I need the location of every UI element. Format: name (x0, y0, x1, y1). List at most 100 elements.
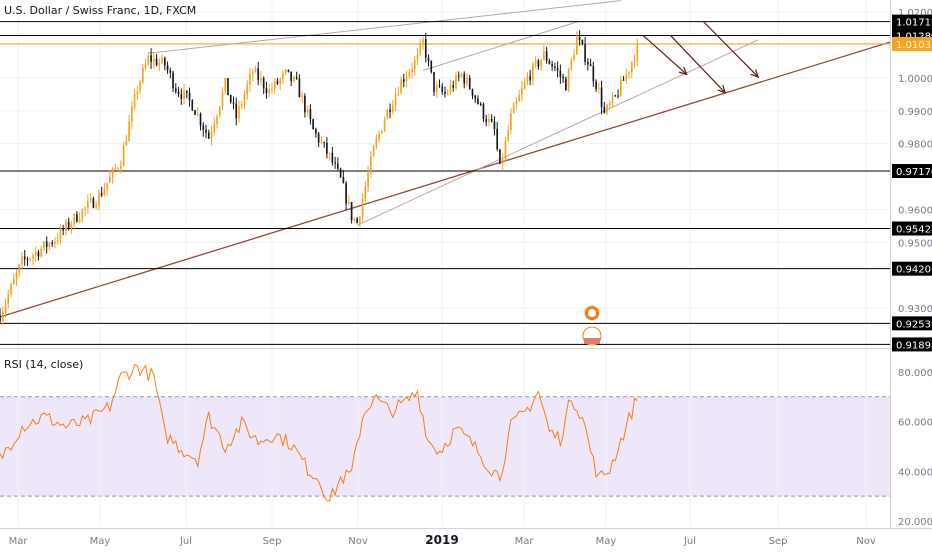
candle-body (67, 221, 70, 228)
candle-body (177, 91, 180, 95)
candle (356, 216, 358, 224)
candle (419, 38, 422, 57)
candle (1, 306, 4, 326)
candle (622, 75, 625, 81)
candle (386, 108, 389, 120)
candle-body (581, 39, 584, 45)
candle-body (43, 241, 45, 249)
arrow-shaft (642, 34, 688, 75)
candle-body (320, 142, 323, 144)
candle (257, 62, 260, 86)
candle-body (21, 256, 23, 265)
candle (166, 61, 169, 74)
candle-body (529, 76, 531, 81)
candle (246, 79, 249, 100)
candle (287, 69, 290, 73)
candle (128, 115, 130, 142)
candle-body (419, 43, 422, 55)
candle-body (433, 71, 435, 92)
y-tick-label: 0.93000 (898, 304, 932, 315)
candle (196, 106, 199, 117)
candle (441, 82, 444, 95)
candle (482, 102, 485, 123)
candle-body (293, 76, 295, 81)
candle-body (416, 54, 419, 60)
candle-body (65, 221, 67, 231)
candle (633, 54, 636, 68)
candle-body (598, 87, 600, 90)
candle-body (185, 90, 188, 93)
dividend-flag-icon (582, 326, 602, 346)
candle (202, 122, 205, 137)
level-label-5: 0.92539 (892, 316, 932, 331)
candle (103, 182, 106, 197)
candle-body (142, 67, 144, 82)
candle (306, 105, 309, 117)
candle-body (166, 65, 169, 71)
candle-body (221, 91, 224, 107)
candle (161, 54, 163, 64)
candle-body (224, 78, 227, 92)
candle-body (625, 74, 628, 81)
candle (521, 81, 523, 102)
candle-body (0, 314, 1, 322)
candle (153, 52, 155, 69)
candle-body (334, 162, 336, 164)
candle-body (507, 130, 510, 141)
trend-line-support-1 (356, 39, 759, 226)
candle (26, 256, 29, 267)
candle-body (150, 55, 152, 62)
candle-body (271, 89, 273, 91)
level-label-bg (892, 337, 932, 352)
candle (76, 211, 78, 223)
candle (23, 249, 26, 266)
candle (490, 114, 493, 123)
candle-body (562, 76, 564, 79)
candle (537, 58, 540, 70)
candle (298, 74, 301, 98)
candle-body (356, 218, 358, 223)
candle (427, 54, 430, 67)
candle (293, 75, 295, 83)
level-label-text: 0.91898 (896, 340, 932, 351)
candle (394, 88, 397, 112)
candle (345, 181, 347, 211)
candle-body (342, 177, 345, 184)
candle (562, 73, 564, 84)
candle-body (73, 213, 75, 225)
candle (218, 105, 221, 118)
candle-body (551, 63, 553, 67)
candle-body (279, 78, 282, 84)
candle-body (592, 66, 595, 82)
candle-body (532, 64, 534, 81)
candle-body (468, 77, 471, 90)
candle-body (273, 80, 276, 90)
candle-body (361, 198, 364, 217)
candle (408, 68, 411, 80)
level-label-bg (892, 316, 932, 331)
candle (353, 217, 356, 223)
candle-body (45, 241, 48, 247)
candle (172, 70, 174, 93)
candle-body (622, 79, 625, 81)
candle (199, 112, 202, 131)
candle (493, 116, 496, 136)
candle (265, 81, 268, 99)
candle-body (510, 113, 512, 131)
candle (15, 269, 18, 286)
x-tick-label: May (596, 536, 617, 547)
candle-body (312, 119, 314, 130)
candle (106, 182, 108, 196)
rsi-title: RSI (14, close) (4, 358, 84, 371)
trend-line-support-0 (0, 41, 890, 318)
candle-body (400, 79, 402, 94)
candle-body (251, 72, 254, 74)
candle (389, 103, 391, 119)
candle (301, 91, 303, 103)
candle-body (584, 44, 586, 62)
candle (397, 86, 400, 97)
candle-body (460, 73, 463, 77)
candle-body (125, 141, 128, 146)
